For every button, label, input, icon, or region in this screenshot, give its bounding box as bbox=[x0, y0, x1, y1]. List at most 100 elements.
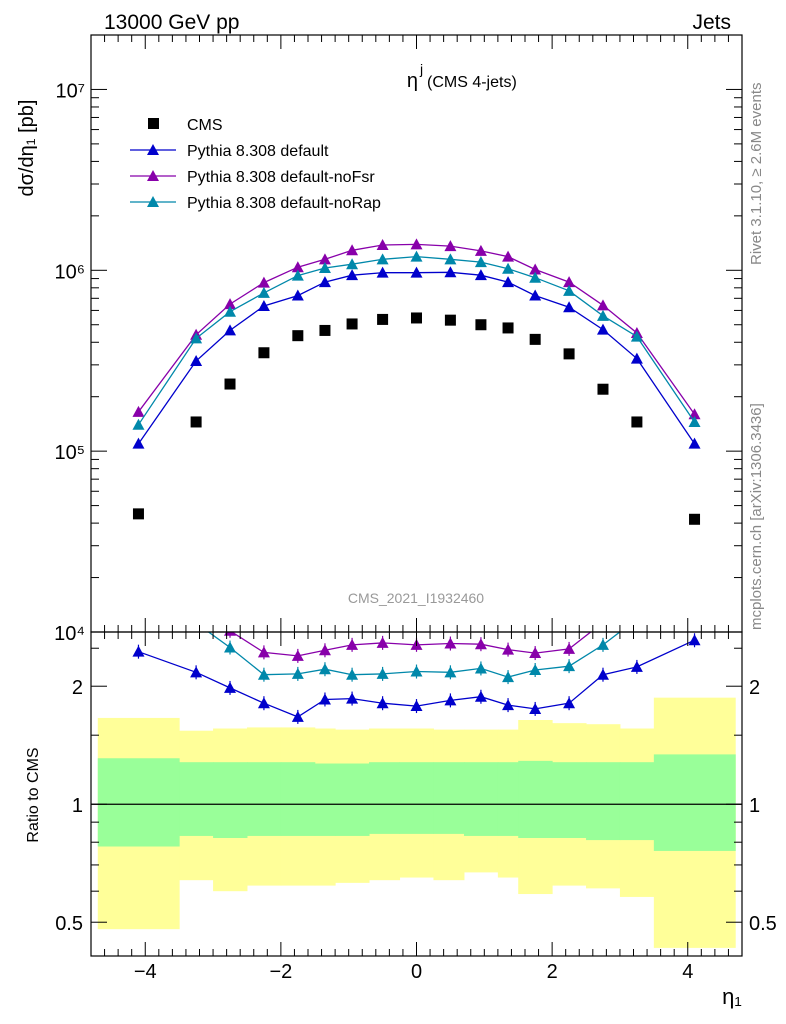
series-marker-pythia-8-308-default bbox=[688, 437, 701, 449]
ratio-marker-pythia-8-308-default-nofsr bbox=[224, 632, 237, 636]
series-marker-pythia-8-308-default-norap bbox=[444, 253, 457, 265]
ratio-marker-pythia-8-308-default-nofsr bbox=[563, 642, 576, 654]
ratio-marker-pythia-8-308-default-nofsr bbox=[376, 636, 389, 648]
ratio-marker-pythia-8-308-default-nofsr bbox=[597, 616, 609, 627]
ratio-marker-pythia-8-308-default bbox=[257, 697, 270, 709]
stat-uncertainty-band bbox=[399, 762, 434, 834]
series-marker-pythia-8-308-default bbox=[224, 324, 237, 336]
series-marker-pythia-8-308-default-norap bbox=[376, 253, 389, 265]
series-marker-pythia-8-308-default-norap bbox=[502, 262, 515, 274]
ratio-marker-pythia-8-308-default-nofsr bbox=[346, 638, 359, 650]
ratio-y-tick-label-right: 2 bbox=[749, 677, 760, 699]
series-marker-pythia-8-308-default bbox=[318, 276, 331, 288]
ratio-marker-pythia-8-308-default bbox=[346, 692, 359, 704]
series-marker-pythia-8-308-default-norap bbox=[346, 258, 359, 270]
series-marker-pythia-8-308-default-nofsr bbox=[502, 250, 515, 262]
ratio-marker-pythia-8-308-default-norap bbox=[224, 641, 237, 653]
main-y-tick-label: 10⁶ bbox=[55, 261, 85, 283]
ratio-marker-pythia-8-308-default-nofsr bbox=[529, 647, 542, 659]
series-marker-pythia-8-308-default-nofsr bbox=[563, 276, 576, 288]
stat-uncertainty-band bbox=[497, 762, 519, 836]
cms-data-point bbox=[689, 513, 701, 525]
rivet-label: Rivet 3.1.10, ≥ 2.6M events bbox=[748, 83, 765, 266]
cms-data-point bbox=[563, 348, 575, 360]
stat-uncertainty-band bbox=[463, 762, 499, 836]
series-marker-pythia-8-308-default bbox=[257, 299, 270, 311]
series-marker-pythia-8-308-default-norap bbox=[563, 284, 576, 296]
series-marker-pythia-8-308-default-norap bbox=[190, 332, 203, 344]
series-marker-pythia-8-308-default bbox=[132, 437, 145, 449]
ratio-marker-pythia-8-308-default-norap bbox=[376, 667, 389, 679]
series-marker-pythia-8-308-default-norap bbox=[410, 250, 423, 262]
series-marker-pythia-8-308-default-norap bbox=[474, 256, 487, 268]
legend-marker bbox=[147, 144, 159, 155]
series-line-pythia-8-308-default bbox=[137, 271, 696, 445]
ratio-marker-pythia-8-308-default bbox=[190, 666, 203, 678]
series-marker-pythia-8-308-default bbox=[596, 323, 609, 335]
x-tick-label: −2 bbox=[269, 961, 292, 983]
legend-marker-cms bbox=[148, 118, 159, 129]
header-energy-label: 13000 GeV pp bbox=[104, 11, 239, 34]
plot-title-symbol: η bbox=[407, 70, 418, 92]
series-marker-pythia-8-308-default-nofsr bbox=[318, 253, 331, 265]
series-marker-pythia-8-308-default bbox=[190, 355, 203, 367]
x-axis-label: η₁ bbox=[722, 984, 742, 1009]
ratio-marker-pythia-8-308-default-norap bbox=[474, 662, 487, 674]
cms-data-point bbox=[411, 312, 422, 324]
ratio-y-tick-label-left: 0.5 bbox=[55, 913, 83, 935]
series-marker-pythia-8-308-default bbox=[630, 352, 643, 364]
ratio-marker-pythia-8-308-default-norap bbox=[596, 638, 609, 650]
cms-data-point bbox=[529, 333, 541, 345]
cms-data-point bbox=[377, 313, 389, 325]
legend: CMS Pythia 8.308 default Pythia 8.308 defa… bbox=[130, 117, 381, 212]
ratio-marker-pythia-8-308-default bbox=[596, 668, 609, 680]
ratio-marker-pythia-8-308-default bbox=[688, 634, 701, 646]
series-marker-pythia-8-308-default bbox=[474, 269, 487, 281]
ratio-marker-pythia-8-308-default bbox=[529, 702, 542, 714]
ratio-y-tick-label-left: 1 bbox=[72, 795, 83, 817]
series-marker-pythia-8-308-default-nofsr bbox=[474, 244, 487, 256]
ratio-marker-pythia-8-308-default-norap bbox=[346, 668, 359, 680]
ratio-marker-pythia-8-308-default-nofsr bbox=[190, 609, 202, 620]
ratio-marker-pythia-8-308-default bbox=[318, 693, 331, 705]
stat-uncertainty-band bbox=[653, 754, 736, 851]
ratio-marker-pythia-8-308-default bbox=[563, 697, 576, 709]
stat-uncertainty-band bbox=[586, 762, 621, 841]
legend-label: Pythia 8.308 default-noRap bbox=[187, 195, 381, 212]
cms-data-point bbox=[190, 416, 202, 428]
series-marker-pythia-8-308-default bbox=[410, 266, 423, 278]
plot-title-text: (CMS 4-jets) bbox=[427, 74, 517, 91]
mcplots-label: mcplots.cern.ch [arXiv:1306.3436] bbox=[748, 403, 765, 630]
series-line-pythia-8-308-default-norap bbox=[137, 255, 696, 426]
ratio-marker-pythia-8-308-default bbox=[224, 681, 237, 693]
ratio-marker-pythia-8-308-default-norap bbox=[689, 587, 701, 598]
ratio-marker-pythia-8-308-default-nofsr bbox=[132, 577, 144, 588]
series-marker-pythia-8-308-default-norap bbox=[596, 309, 609, 321]
ratio-marker-pythia-8-308-default-norap bbox=[563, 660, 576, 672]
series-marker-pythia-8-308-default bbox=[346, 269, 359, 281]
plot-title-superscript: j bbox=[419, 61, 423, 77]
ratio-marker-pythia-8-308-default-nofsr bbox=[474, 638, 487, 650]
main-y-tick-label: 10⁴ bbox=[54, 623, 85, 645]
stat-uncertainty-band bbox=[314, 763, 336, 836]
legend-label: CMS bbox=[187, 117, 223, 134]
legend-label: Pythia 8.308 default bbox=[187, 143, 329, 160]
ratio-marker-pythia-8-308-default-norap bbox=[410, 665, 423, 677]
ratio-marker-pythia-8-308-default bbox=[132, 645, 145, 657]
analysis-watermark: CMS_2021_I1932460 bbox=[348, 590, 484, 606]
stat-uncertainty-band bbox=[552, 762, 587, 838]
series-marker-pythia-8-308-default bbox=[502, 276, 515, 288]
ratio-y-axis-label: Ratio to CMS bbox=[25, 747, 42, 842]
ratio-marker-pythia-8-308-default-norap bbox=[631, 613, 643, 624]
series-marker-pythia-8-308-default-nofsr bbox=[291, 261, 304, 273]
cms-data-point bbox=[444, 314, 456, 326]
series-marker-pythia-8-308-default bbox=[563, 301, 576, 313]
series-marker-pythia-8-308-default-nofsr bbox=[132, 405, 145, 417]
ratio-marker-pythia-8-308-default-nofsr bbox=[502, 643, 515, 655]
series-marker-pythia-8-308-default-nofsr bbox=[224, 298, 237, 310]
ratio-marker-pythia-8-308-default-norap bbox=[444, 666, 457, 678]
stat-uncertainty-band bbox=[619, 762, 655, 841]
legend-marker bbox=[147, 170, 159, 181]
x-tick-label: 0 bbox=[411, 961, 422, 983]
